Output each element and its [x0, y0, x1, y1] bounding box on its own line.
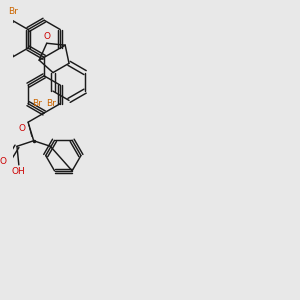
Text: OH: OH: [12, 167, 26, 176]
Text: O: O: [43, 32, 50, 41]
Text: O: O: [0, 157, 6, 166]
Text: Br: Br: [46, 99, 56, 108]
Text: Br: Br: [32, 99, 42, 108]
Text: O: O: [18, 124, 25, 133]
Text: Br: Br: [8, 7, 18, 16]
